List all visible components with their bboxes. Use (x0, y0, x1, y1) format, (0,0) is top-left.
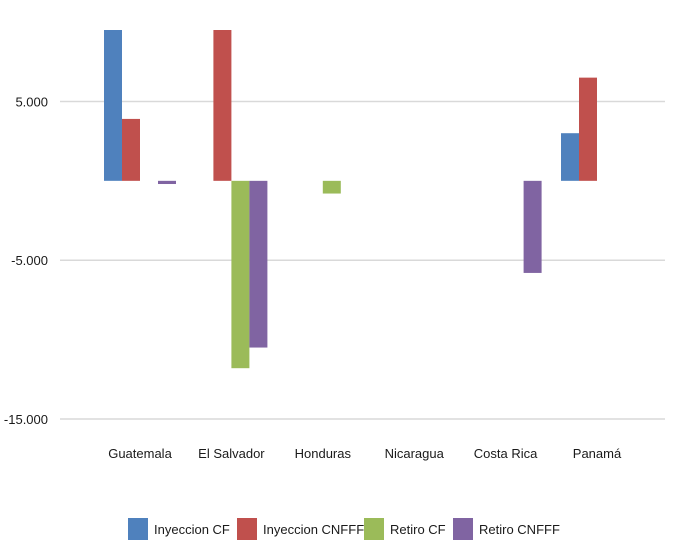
y-tick-label: -15.000 (4, 412, 48, 427)
legend-label: Inyeccion CNFFF (263, 522, 364, 537)
y-tick-label: -5.000 (11, 253, 48, 268)
legend: Inyeccion CF Inyeccion CNFFF Retiro CF Reti… (128, 518, 560, 540)
bar-inyeccion-cnfff-0 (122, 118, 140, 181)
x-category-label: Nicaragua (385, 446, 445, 461)
x-category-label: Panamá (573, 446, 622, 461)
bar-retiro-cnfff-4 (523, 180, 542, 273)
legend-swatch (364, 518, 384, 540)
legend-label: Retiro CNFFF (479, 522, 560, 537)
legend-label: Retiro CF (390, 522, 446, 537)
bar-inyeccion-cf-5 (561, 133, 579, 181)
bar-inyeccion-cnfff-1 (213, 30, 232, 181)
bar-retiro-cf-2 (322, 180, 341, 194)
legend-label: Inyeccion CF (154, 522, 230, 537)
x-category-label: Costa Rica (474, 446, 538, 461)
y-axis-ticks: 5.000 -5.000 -15.000 (4, 94, 48, 427)
bar-retiro-cnfff-0 (158, 180, 176, 185)
legend-swatch (237, 518, 257, 540)
x-category-label: Honduras (295, 446, 352, 461)
legend-swatch (453, 518, 473, 540)
bar-inyeccion-cf-0 (104, 30, 122, 181)
bar-inyeccion-cnfff-5 (579, 77, 597, 181)
bar-retiro-cf-1 (231, 180, 250, 369)
bar-retiro-cnfff-1 (249, 180, 268, 348)
bars (104, 30, 597, 369)
legend-swatch (128, 518, 148, 540)
x-category-label: El Salvador (198, 446, 265, 461)
x-category-label: Guatemala (108, 446, 172, 461)
x-axis-categories: Guatemala El Salvador Honduras Nicaragua Cos… (108, 446, 622, 461)
gridlines (60, 100, 665, 420)
y-tick-label: 5.000 (15, 94, 48, 109)
